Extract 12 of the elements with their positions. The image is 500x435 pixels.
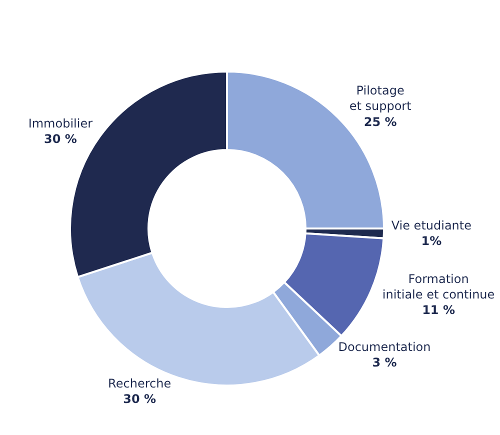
data-label: 1% (421, 234, 442, 248)
data-label: 3 % (372, 355, 397, 370)
data-label: 30 % (44, 132, 77, 146)
data-label: 30 % (123, 392, 156, 406)
slice-label: Immobilier (28, 116, 93, 130)
slice-label: Documentation (338, 340, 431, 354)
slice-label: Recherche (108, 376, 172, 390)
data-label: 25 % (364, 114, 397, 129)
slice-label: Pilotage et support (349, 84, 412, 114)
slice-label: Vie etudiante (391, 218, 472, 233)
data-label: 11 % (422, 303, 455, 318)
slice-label: Formation initiale et continue (382, 272, 495, 302)
